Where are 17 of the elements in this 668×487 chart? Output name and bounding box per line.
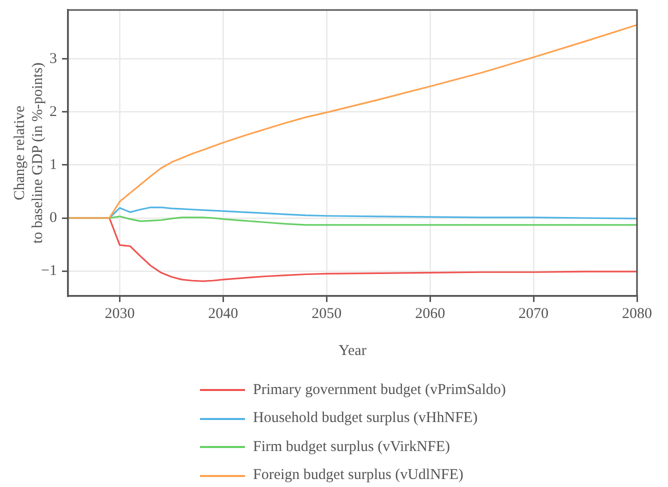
x-axis-title: Year	[338, 342, 366, 359]
legend-label: Primary government budget (vPrimSaldo)	[253, 382, 506, 399]
x-tick-label: 2030	[104, 306, 135, 322]
y-tick-label: 0	[50, 210, 57, 226]
x-tick-label: 2040	[208, 306, 238, 322]
y-tick-label: 1	[50, 156, 57, 173]
x-tick-label: 2080	[622, 306, 652, 322]
x-tick-label: 2070	[518, 306, 549, 322]
legend-label: Household budget surplus (vHhNFE)	[253, 410, 478, 428]
y-tick-label: 2	[50, 104, 57, 120]
x-tick-label: 2050	[312, 306, 342, 322]
y-axis-title: Change relative to baseline GDP (in %-points)	[12, 62, 46, 244]
legend-label: Firm budget surplus (vVirkNFE)	[253, 438, 450, 456]
y-tick-label: 3	[50, 50, 57, 67]
legend-label: Foreign budget surplus (vUdlNFE)	[253, 467, 464, 484]
x-tick-label: 2060	[415, 306, 446, 322]
y-tick-label: −1	[41, 263, 57, 279]
